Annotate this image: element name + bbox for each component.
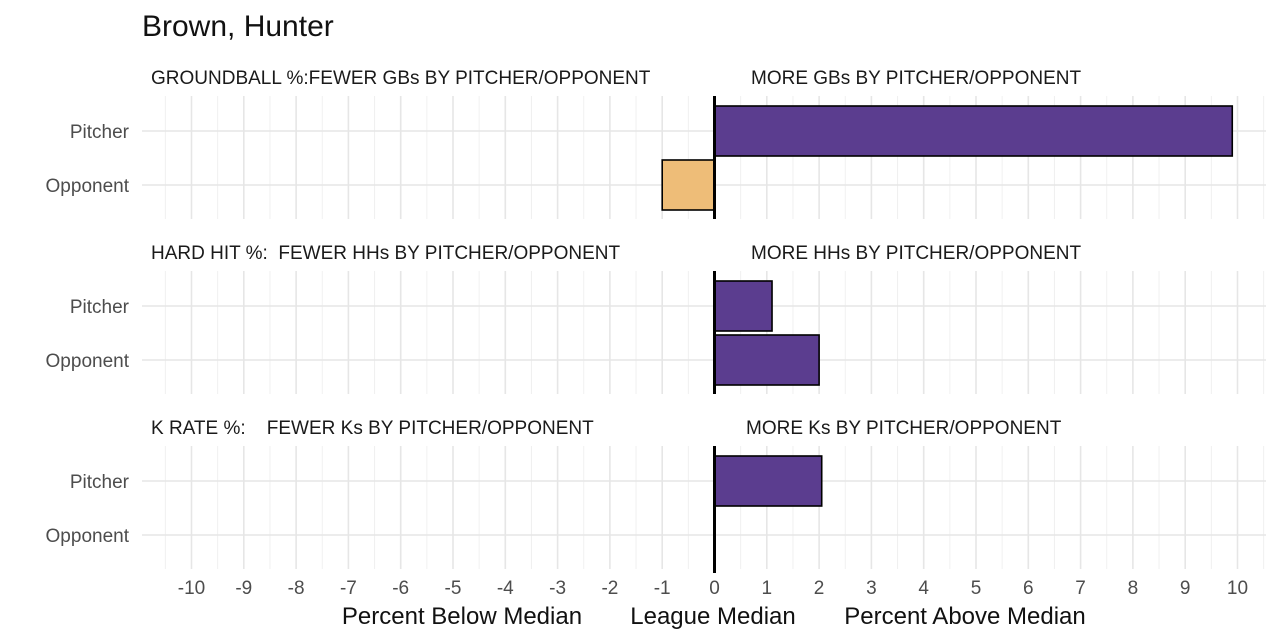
panel-left-label: K RATE %: FEWER Ks BY PITCHER/OPPONENT bbox=[151, 418, 594, 439]
x-tick-label: 6 bbox=[1023, 578, 1034, 599]
bar-opponent bbox=[713, 334, 820, 386]
panel-3: K RATE %: FEWER Ks BY PITCHER/OPPONENT MO… bbox=[46, 418, 1266, 573]
x-tick-label: -2 bbox=[601, 578, 618, 599]
y-tick-label-opponent: Opponent bbox=[46, 526, 130, 547]
panel-left-label: HARD HIT %: FEWER HHs BY PITCHER/OPPONEN… bbox=[151, 243, 620, 264]
y-tick-label-opponent: Opponent bbox=[46, 351, 130, 372]
y-tick-label-pitcher: Pitcher bbox=[70, 122, 130, 143]
panel-1: GROUNDBALL %:FEWER GBs BY PITCHER/OPPONE… bbox=[46, 68, 1266, 219]
panel-right-label: MORE Ks BY PITCHER/OPPONENT bbox=[746, 418, 1062, 439]
x-tick-label: -9 bbox=[235, 578, 252, 599]
x-tick-label: -10 bbox=[178, 578, 205, 599]
x-caption-above: Percent Above Median bbox=[844, 603, 1086, 630]
x-axis: -10 -9 -8 -7 -6 -5 -4 -3 -2 -1 0 1 2 3 4 5 6 7 8 9 10 bbox=[178, 578, 1248, 599]
x-tick-label: 5 bbox=[971, 578, 982, 599]
chart-title: Brown, Hunter bbox=[142, 10, 334, 43]
chart-panels: GROUNDBALL %:FEWER GBs BY PITCHER/OPPONE… bbox=[46, 68, 1266, 573]
panel-2: HARD HIT %: FEWER HHs BY PITCHER/OPPONEN… bbox=[46, 243, 1266, 394]
x-tick-label: -5 bbox=[445, 578, 462, 599]
x-tick-label: -8 bbox=[288, 578, 305, 599]
x-tick-label: -1 bbox=[654, 578, 671, 599]
y-tick-label-pitcher: Pitcher bbox=[70, 472, 130, 493]
x-tick-label: -7 bbox=[340, 578, 357, 599]
x-tick-label: 8 bbox=[1128, 578, 1139, 599]
y-tick-label-opponent: Opponent bbox=[46, 176, 130, 197]
y-tick-label-pitcher: Pitcher bbox=[70, 297, 130, 318]
x-tick-label: 0 bbox=[709, 578, 720, 599]
x-tick-label: -3 bbox=[549, 578, 566, 599]
panel-right-label: MORE GBs BY PITCHER/OPPONENT bbox=[751, 68, 1081, 89]
x-tick-label: 7 bbox=[1075, 578, 1086, 599]
x-tick-label: 3 bbox=[866, 578, 877, 599]
bar-pitcher bbox=[713, 455, 823, 507]
x-tick-label: 9 bbox=[1180, 578, 1191, 599]
panel-right-label: MORE HHs BY PITCHER/OPPONENT bbox=[751, 243, 1081, 264]
bar-opponent bbox=[661, 159, 716, 211]
x-tick-label: -6 bbox=[392, 578, 409, 599]
x-tick-label: 2 bbox=[814, 578, 825, 599]
bar-pitcher bbox=[713, 280, 773, 332]
x-tick-label: -4 bbox=[497, 578, 514, 599]
x-tick-label: 1 bbox=[762, 578, 773, 599]
x-caption-median: League Median bbox=[630, 603, 795, 630]
bar-pitcher bbox=[713, 105, 1234, 157]
x-caption-below: Percent Below Median bbox=[342, 603, 582, 630]
x-tick-label: 10 bbox=[1227, 578, 1248, 599]
panel-left-label: GROUNDBALL %:FEWER GBs BY PITCHER/OPPONE… bbox=[151, 68, 651, 89]
x-tick-label: 4 bbox=[918, 578, 929, 599]
